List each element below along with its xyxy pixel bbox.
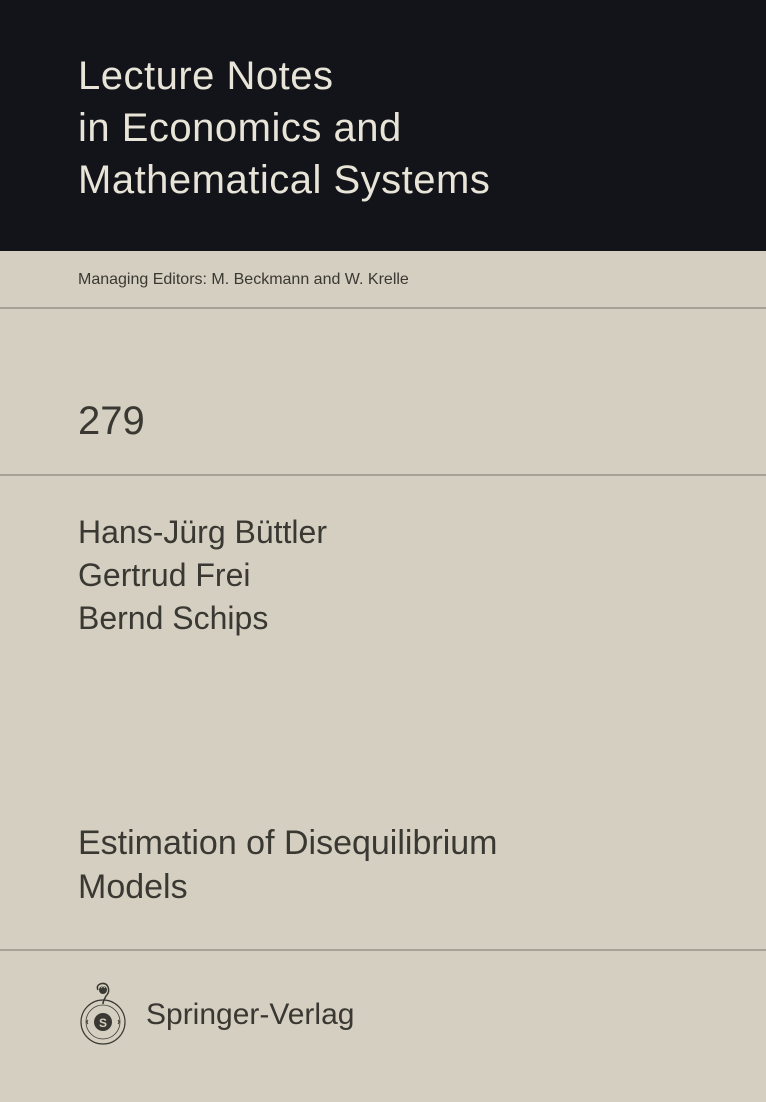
book-title-line1: Estimation of Disequilibrium xyxy=(78,824,498,862)
authors-block: Hans-Jürg Büttler Gertrud Frei Bernd Sch… xyxy=(78,511,688,641)
managing-editors: Managing Editors: M. Beckmann and W. Kre… xyxy=(78,271,688,289)
series-title: Lecture Notes in Economics and Mathemati… xyxy=(78,50,688,206)
series-header-band: Lecture Notes in Economics and Mathemati… xyxy=(0,0,766,251)
main-content-band: Hans-Jürg Büttler Gertrud Frei Bernd Sch… xyxy=(0,476,766,951)
author-1: Hans-Jürg Büttler xyxy=(78,514,327,550)
svg-text:S: S xyxy=(99,1016,107,1030)
publisher-name: Springer-Verlag xyxy=(146,998,354,1032)
author-2: Gertrud Frei xyxy=(78,557,250,593)
publisher-band: S Springer-Verlag xyxy=(0,952,766,1102)
series-title-line1: Lecture Notes xyxy=(78,54,334,98)
volume-number: 279 xyxy=(78,399,688,444)
book-title: Estimation of Disequilibrium Models xyxy=(78,821,688,909)
editors-band: Managing Editors: M. Beckmann and W. Kre… xyxy=(0,251,766,309)
author-3: Bernd Schips xyxy=(78,600,268,636)
book-title-line2: Models xyxy=(78,868,188,906)
springer-logo-icon: S xyxy=(78,982,128,1047)
series-title-line3: Mathematical Systems xyxy=(78,158,490,202)
volume-band: 279 xyxy=(0,309,766,476)
series-title-line2: in Economics and xyxy=(78,106,402,150)
